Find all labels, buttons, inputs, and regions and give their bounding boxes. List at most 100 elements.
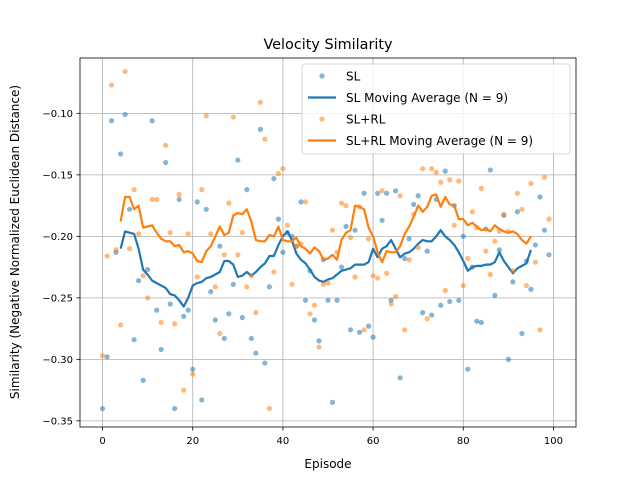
x-tick-label: 60 [367,436,380,447]
data-point [158,319,164,326]
data-point [528,180,534,187]
data-point [163,159,169,166]
data-point [397,375,403,381]
data-point [316,344,322,350]
data-point [487,167,493,173]
data-point [451,222,457,228]
data-point [149,196,155,203]
data-point [365,323,372,329]
data-point [442,168,448,174]
data-point [167,230,173,236]
data-point [379,217,385,223]
data-point [474,318,480,324]
data-point [429,166,435,172]
data-point [465,366,471,372]
x-axis-label: Episode [304,457,351,471]
data-point [370,334,376,340]
data-point [329,227,336,233]
data-point [172,321,178,327]
data-point [375,190,381,196]
data-point [514,209,520,215]
data-point [239,230,245,236]
data-point [492,238,498,244]
data-point [379,188,385,194]
data-point [262,136,268,142]
data-point [212,317,218,323]
data-point [226,311,232,317]
data-point [194,199,200,205]
data-point [537,327,543,333]
data-point [388,297,394,303]
data-point [388,301,394,307]
y-axis-label: Similarity (Negative Normalized Euclidea… [8,85,22,399]
data-point [478,185,484,191]
data-point [541,174,548,180]
data-point [208,231,214,237]
data-point [181,387,187,393]
data-point [230,114,236,120]
data-point [104,354,110,360]
data-point [424,248,430,254]
data-point [365,236,372,242]
y-tick-label: −0.10 [42,109,73,120]
data-point [172,405,178,412]
data-point [266,284,272,290]
data-point [212,284,218,290]
data-point [99,405,106,412]
data-point [199,397,205,403]
data-point [293,243,300,249]
data-point [235,252,241,258]
data-point [510,279,516,285]
data-point [343,203,349,209]
data-point [158,346,164,353]
data-point [145,266,151,273]
data-point [113,247,119,253]
data-point [203,113,209,119]
data-point [347,327,354,333]
data-point [546,216,552,222]
data-point [356,329,363,335]
legend-marker [319,73,325,79]
data-point [149,118,155,124]
data-point [393,188,399,194]
data-point [99,353,106,359]
data-point [176,191,182,198]
data-point [217,243,223,249]
data-point [122,111,128,118]
data-point [284,222,291,228]
chart-title: Velocity Similarity [263,37,393,53]
data-point [352,227,358,233]
data-point [496,247,502,253]
data-point [384,190,390,196]
data-point [271,269,277,275]
x-tick-label: 0 [99,436,105,447]
data-point [257,99,263,105]
data-point [420,310,426,316]
legend-label: SL+RL [346,113,386,127]
data-point [456,297,462,303]
data-point [127,206,133,212]
data-point [329,399,336,405]
data-point [447,298,453,305]
data-point [289,281,295,287]
data-point [487,271,493,278]
legend-label: SL [346,70,361,84]
data-point [163,142,169,148]
x-tick-label: 80 [457,436,470,447]
x-tick-label: 100 [544,436,563,447]
data-point [311,317,318,323]
data-point [257,126,263,132]
data-point [275,171,281,177]
grid [80,58,576,427]
data-point [136,231,142,237]
data-point [505,356,511,362]
data-point [438,302,444,308]
data-point [361,190,367,196]
data-point [519,206,525,212]
x-tick-label: 40 [277,436,290,447]
data-point [375,275,381,281]
data-point [266,405,272,412]
data-point [447,177,453,183]
data-point [190,366,196,372]
data-point [122,68,128,75]
